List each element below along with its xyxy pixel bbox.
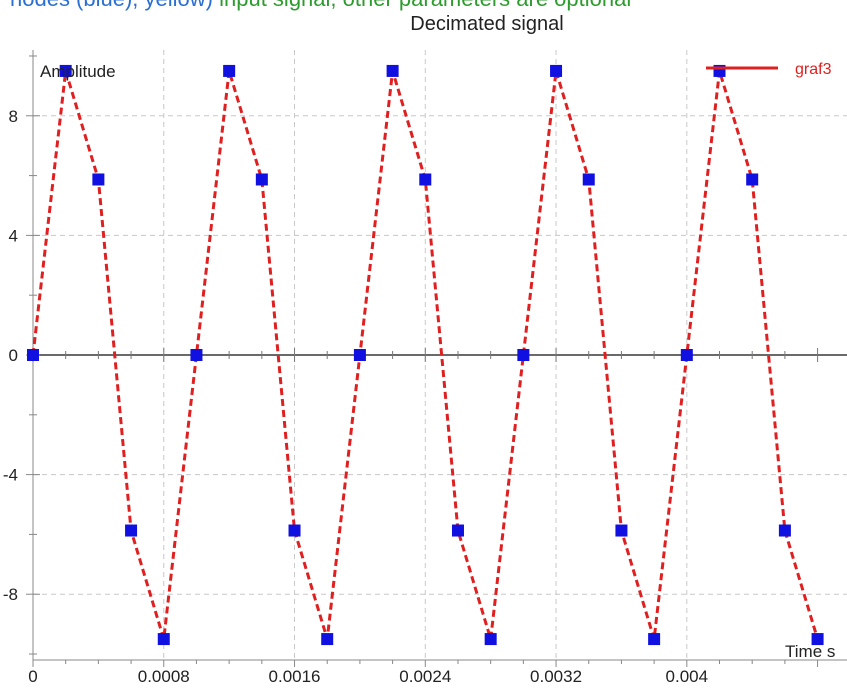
x-tick-label-2: 0.0016 (269, 667, 321, 686)
y-tick-label-1: -4 (3, 466, 18, 485)
y-axis-label: Amplitude (40, 62, 116, 81)
x-tick-label-4: 0.0032 (530, 667, 582, 686)
y-tick-label-4: 8 (9, 107, 18, 126)
data-point-0-23 (778, 524, 791, 537)
data-point-0-3 (125, 524, 138, 537)
x-tick-label-5: 0.004 (666, 667, 709, 686)
data-point-0-19 (648, 633, 661, 646)
x-tick-label-1: 0.0008 (138, 667, 190, 686)
data-point-0-16 (550, 64, 563, 77)
data-point-0-8 (288, 524, 301, 537)
y-tick-label-2: 0 (9, 346, 18, 365)
grid (33, 50, 847, 660)
data-point-0-7 (255, 173, 268, 186)
data-point-0-9 (321, 633, 334, 646)
x-axis-label: Time s (785, 642, 835, 661)
series-graf3 (27, 64, 824, 646)
data-point-0-12 (419, 173, 432, 186)
legend-label: graf3 (795, 61, 832, 78)
data-point-0-14 (484, 633, 497, 646)
y-tick-label-3: 4 (9, 226, 18, 245)
cropped-description-part1: nodes (blue), yellow) (10, 0, 219, 11)
data-point-0-10 (353, 349, 366, 361)
data-point-0-20 (680, 349, 693, 361)
cropped-description-text: nodes (blue), yellow) input signal, othe… (10, 0, 631, 11)
tick-labels: 0 0.0008 0.0016 0.0024 0.0032 0.004 -8 -4 0 4 8 (3, 107, 708, 686)
cropped-description-part2: input signal, other parameters are optio… (219, 0, 631, 11)
data-point-0-13 (451, 524, 464, 537)
axes (26, 50, 847, 667)
data-point-0-2 (92, 173, 105, 186)
x-tick-label-0: 0 (28, 667, 37, 686)
data-point-0-15 (517, 349, 530, 361)
data-point-0-11 (386, 64, 399, 77)
data-point-0-0 (27, 349, 39, 361)
chart-title: Decimated signal (410, 13, 563, 35)
legend: graf3 (706, 61, 832, 78)
data-point-0-1 (59, 64, 72, 77)
data-point-0-17 (582, 173, 595, 186)
data-point-0-6 (223, 64, 236, 77)
data-point-0-22 (746, 173, 759, 186)
x-tick-label-3: 0.0024 (399, 667, 451, 686)
data-point-0-24 (811, 633, 824, 646)
data-point-0-4 (157, 633, 170, 646)
data-point-0-18 (615, 524, 628, 537)
y-tick-label-0: -8 (3, 585, 18, 604)
data-point-0-5 (190, 349, 203, 361)
